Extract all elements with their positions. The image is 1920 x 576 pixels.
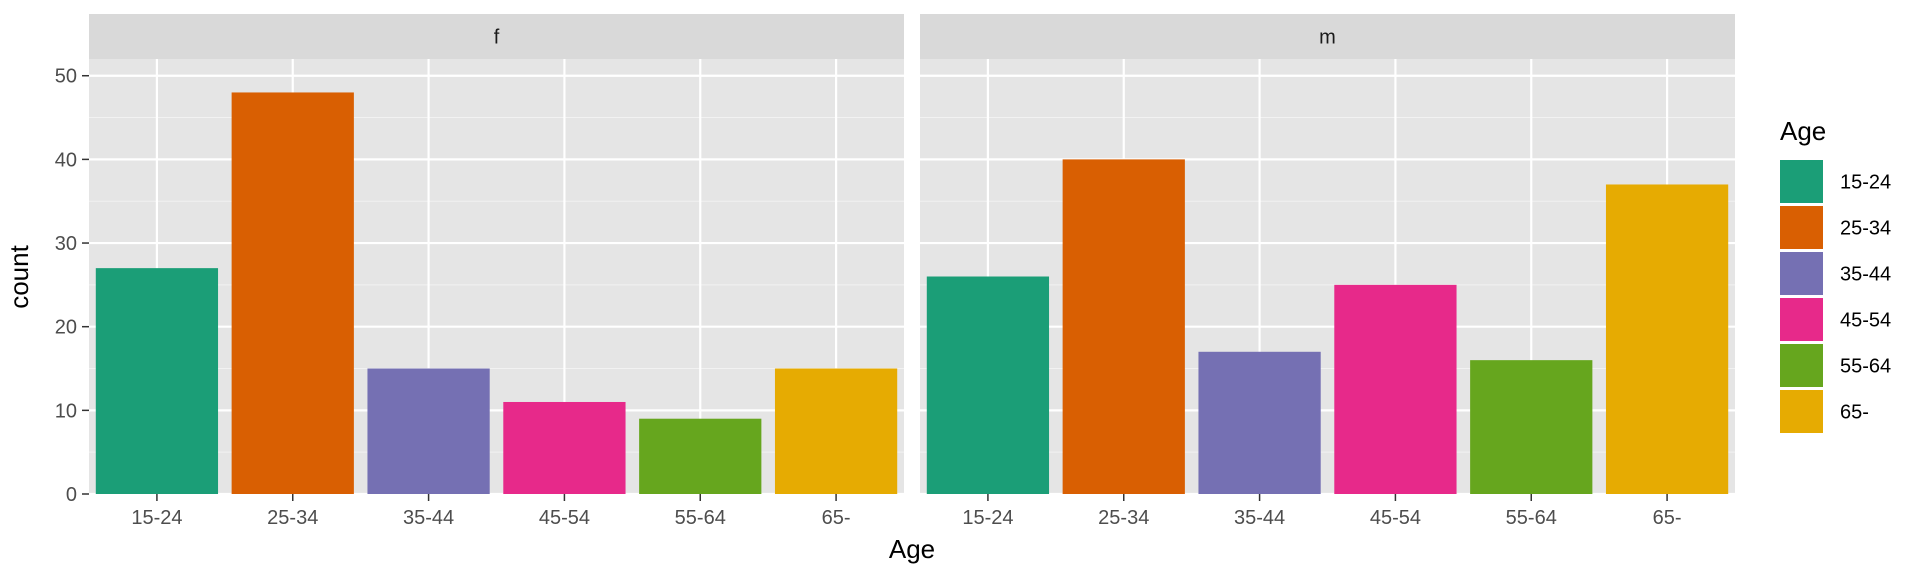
y-tick-label: 20 xyxy=(55,317,77,339)
y-tick-label: 10 xyxy=(55,400,77,422)
x-tick-label: 15-24 xyxy=(131,507,182,529)
x-tick-label: 65- xyxy=(822,507,851,529)
legend-label: 35-44 xyxy=(1840,264,1891,286)
bar-m-25-34 xyxy=(1062,159,1185,494)
bar-f-25-34 xyxy=(231,92,354,494)
legend-key xyxy=(1780,160,1823,203)
y-axis: 0 10 20 30 40 50 xyxy=(55,66,89,506)
legend-label: 45-54 xyxy=(1840,310,1891,332)
bar-m-15-24 xyxy=(926,276,1050,494)
y-tick-label: 50 xyxy=(55,66,77,88)
facet-panel-f: f 15-24 25-34 35-44 45-54 55-64 65- xyxy=(89,14,904,529)
facet-strip-label: m xyxy=(1319,27,1336,49)
legend-item-45-54: 45-54 xyxy=(1780,298,1891,341)
y-axis-title: count xyxy=(4,244,34,308)
facet-strip xyxy=(89,14,904,59)
y-tick-label: 40 xyxy=(55,149,77,171)
legend-key xyxy=(1780,252,1823,295)
legend-label: 25-34 xyxy=(1840,218,1891,240)
facet-strip-label: f xyxy=(494,27,500,49)
legend-title: Age xyxy=(1780,116,1826,146)
x-tick-label: 35-44 xyxy=(403,507,454,529)
panel-background xyxy=(920,59,1735,494)
legend: Age 15-24 25-34 35-44 45-54 55-64 65- xyxy=(1780,116,1891,433)
bar-f-45-54 xyxy=(503,401,626,494)
x-tick-label: 55-64 xyxy=(1506,507,1557,529)
x-tick-label: 55-64 xyxy=(675,507,726,529)
x-tick-label: 45-54 xyxy=(539,507,590,529)
x-axis-title: Age xyxy=(889,534,935,564)
bar-m-65- xyxy=(1605,184,1729,494)
y-tick-label: 0 xyxy=(66,484,77,506)
bar-f-55-64 xyxy=(639,418,762,494)
legend-item-55-64: 55-64 xyxy=(1780,344,1891,387)
x-tick-label: 35-44 xyxy=(1234,507,1285,529)
facet-strip xyxy=(920,14,1735,59)
bar-m-45-54 xyxy=(1334,284,1457,494)
legend-key xyxy=(1780,344,1823,387)
legend-label: 55-64 xyxy=(1840,356,1891,378)
bar-m-35-44 xyxy=(1198,351,1321,494)
x-tick-label: 15-24 xyxy=(962,507,1013,529)
facet-panels: f 15-24 25-34 35-44 45-54 55-64 65- m 15-24 25-34… xyxy=(89,14,1735,529)
legend-label: 65- xyxy=(1840,402,1869,424)
bar-f-15-24 xyxy=(95,268,219,494)
legend-item-35-44: 35-44 xyxy=(1780,252,1891,295)
legend-item-65-: 65- xyxy=(1780,390,1869,433)
x-tick-label: 25-34 xyxy=(267,507,318,529)
bar-m-55-64 xyxy=(1470,360,1593,494)
panel-background xyxy=(89,59,904,494)
y-tick-label: 30 xyxy=(55,233,77,255)
bar-f-65- xyxy=(774,368,898,494)
x-tick-label: 65- xyxy=(1653,507,1682,529)
x-tick-label: 45-54 xyxy=(1370,507,1421,529)
bar-f-35-44 xyxy=(367,368,490,494)
legend-item-25-34: 25-34 xyxy=(1780,206,1891,249)
legend-key xyxy=(1780,206,1823,249)
legend-label: 15-24 xyxy=(1840,172,1891,194)
legend-key xyxy=(1780,390,1823,433)
legend-item-15-24: 15-24 xyxy=(1780,160,1891,203)
facet-panel-m: m 15-24 25-34 35-44 45-54 55-64 65- xyxy=(920,14,1735,529)
x-tick-label: 25-34 xyxy=(1098,507,1149,529)
legend-key xyxy=(1780,298,1823,341)
